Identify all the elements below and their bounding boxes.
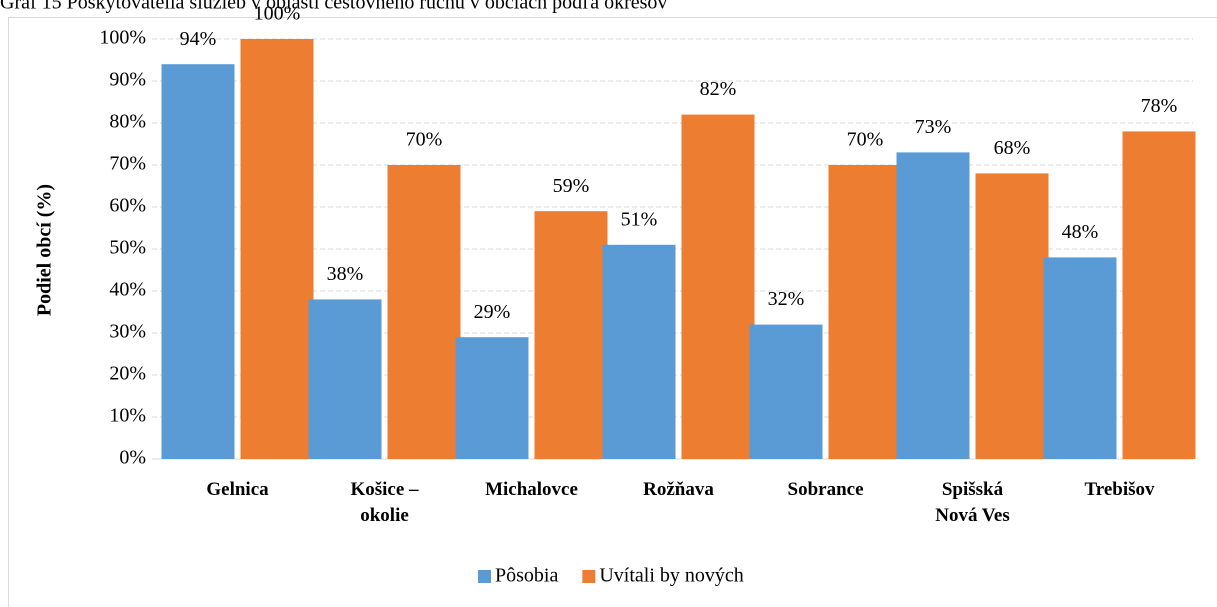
legend-swatch xyxy=(478,570,491,583)
data-label: 82% xyxy=(700,78,737,100)
x-tick-label: Spišská Nová Ves xyxy=(935,479,1010,526)
data-label: 94% xyxy=(180,28,217,50)
y-tick-label: 40% xyxy=(109,279,146,301)
bar xyxy=(828,165,902,459)
y-tick-label: 70% xyxy=(109,153,146,175)
data-label: 78% xyxy=(1141,95,1178,117)
bar xyxy=(534,211,608,459)
chart-border xyxy=(8,17,1217,607)
legend-label: Uvítali by nových xyxy=(599,565,743,587)
x-tick-label: Gelnica xyxy=(206,479,269,500)
bar xyxy=(161,64,235,459)
y-tick-label: 100% xyxy=(99,27,146,49)
data-label: 73% xyxy=(915,116,952,138)
bar xyxy=(896,152,970,459)
legend-swatch xyxy=(582,570,596,583)
y-tick-label: 10% xyxy=(109,405,146,427)
data-label: 100% xyxy=(254,3,301,25)
x-tick-label: Košice – okolie xyxy=(350,479,419,526)
y-axis-title: Podiel obcí (%) xyxy=(34,184,56,316)
data-label: 48% xyxy=(1062,221,1099,243)
bar xyxy=(602,244,676,459)
bar xyxy=(387,165,461,459)
y-tick-label: 60% xyxy=(109,195,146,217)
x-tick-label: Sobrance xyxy=(787,479,864,500)
data-label: 29% xyxy=(474,301,511,323)
data-label: 59% xyxy=(553,175,590,197)
data-label: 68% xyxy=(994,137,1031,159)
chart-title: Graf 15 Poskytovatelia služieb v oblasti… xyxy=(0,0,667,14)
bar xyxy=(308,299,382,459)
data-label: 38% xyxy=(327,263,364,285)
legend-label: Pôsobia xyxy=(495,565,558,587)
y-tick-label: 80% xyxy=(109,111,146,133)
x-tick-label: Michalovce xyxy=(485,479,578,500)
x-tick-label: Rožňava xyxy=(643,479,714,500)
bar xyxy=(749,324,823,459)
x-tick-label: Trebišov xyxy=(1084,479,1155,500)
bar xyxy=(1043,257,1117,459)
data-label: 32% xyxy=(768,288,805,310)
bar xyxy=(455,337,529,459)
y-tick-label: 20% xyxy=(109,363,146,385)
bar xyxy=(1122,131,1196,459)
y-tick-label: 50% xyxy=(109,237,146,259)
y-tick-label: 0% xyxy=(119,447,146,469)
data-label: 51% xyxy=(621,208,658,230)
bar xyxy=(975,173,1049,459)
bar xyxy=(681,114,755,459)
y-tick-label: 90% xyxy=(109,69,146,91)
bar xyxy=(240,39,314,459)
y-tick-label: 30% xyxy=(109,321,146,343)
data-label: 70% xyxy=(847,129,884,151)
data-label: 70% xyxy=(406,129,443,151)
